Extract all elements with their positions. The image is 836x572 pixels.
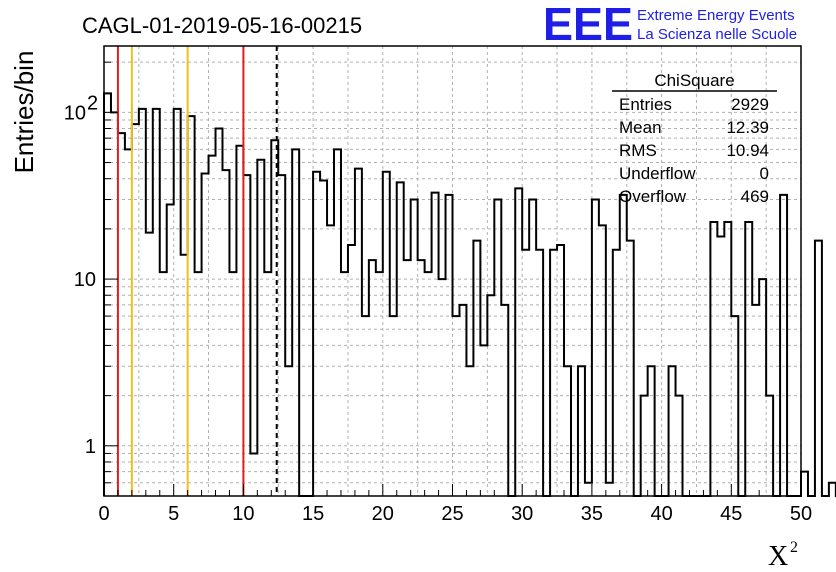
stats-value: 12.39 [726, 118, 769, 137]
chart-title: CAGL-01-2019-05-16-00215 [82, 13, 362, 38]
eee-logo-line1: Extreme Energy Events [637, 7, 795, 24]
stats-value: 2929 [731, 95, 769, 114]
stats-label: RMS [619, 141, 657, 160]
y-tick-label: 10 [64, 102, 86, 124]
x-tick-label: 30 [511, 503, 533, 525]
y-axis-label: Entries/bin [9, 51, 39, 174]
x-tick-label: 25 [441, 503, 463, 525]
x-axis-label-superscript: 2 [790, 539, 798, 556]
y-tick-label-exponent: 2 [87, 92, 98, 114]
histogram-series [103, 92, 836, 497]
stats-box: ChiSquare Entries 2929 Mean 12.39 RMS 10.94 Und… [612, 71, 777, 206]
x-tick-label: 35 [581, 503, 603, 525]
y-tick-label: 10 [74, 269, 96, 291]
eee-logo-line2: La Scienza nelle Scuole [637, 26, 797, 43]
stats-value: 10.94 [726, 141, 769, 160]
y-tick-label: 1 [85, 436, 96, 458]
x-tick-label: 15 [302, 503, 324, 525]
stats-value: 0 [760, 164, 769, 183]
x-tick-label: 20 [372, 503, 394, 525]
x-tick-label: 45 [720, 503, 742, 525]
stats-label: Entries [619, 95, 672, 114]
eee-logo-mark: EEE [543, 0, 633, 50]
x-tick-label: 40 [650, 503, 672, 525]
x-tick-label: 5 [168, 503, 179, 525]
x-tick-label: 10 [232, 503, 254, 525]
stats-label: Overflow [619, 187, 687, 206]
eee-logo: EEE Extreme Energy Events La Scienza nel… [543, 0, 797, 50]
x-tick-label: 0 [98, 503, 109, 525]
x-axis-label: X [768, 541, 788, 572]
cut-lines [116, 46, 278, 496]
stats-label: Underflow [619, 164, 696, 183]
stats-title: ChiSquare [654, 71, 734, 90]
stats-value: 469 [741, 187, 769, 206]
histogram [103, 92, 836, 497]
x-tick-label: 50 [790, 503, 812, 525]
stats-label: Mean [619, 118, 662, 137]
